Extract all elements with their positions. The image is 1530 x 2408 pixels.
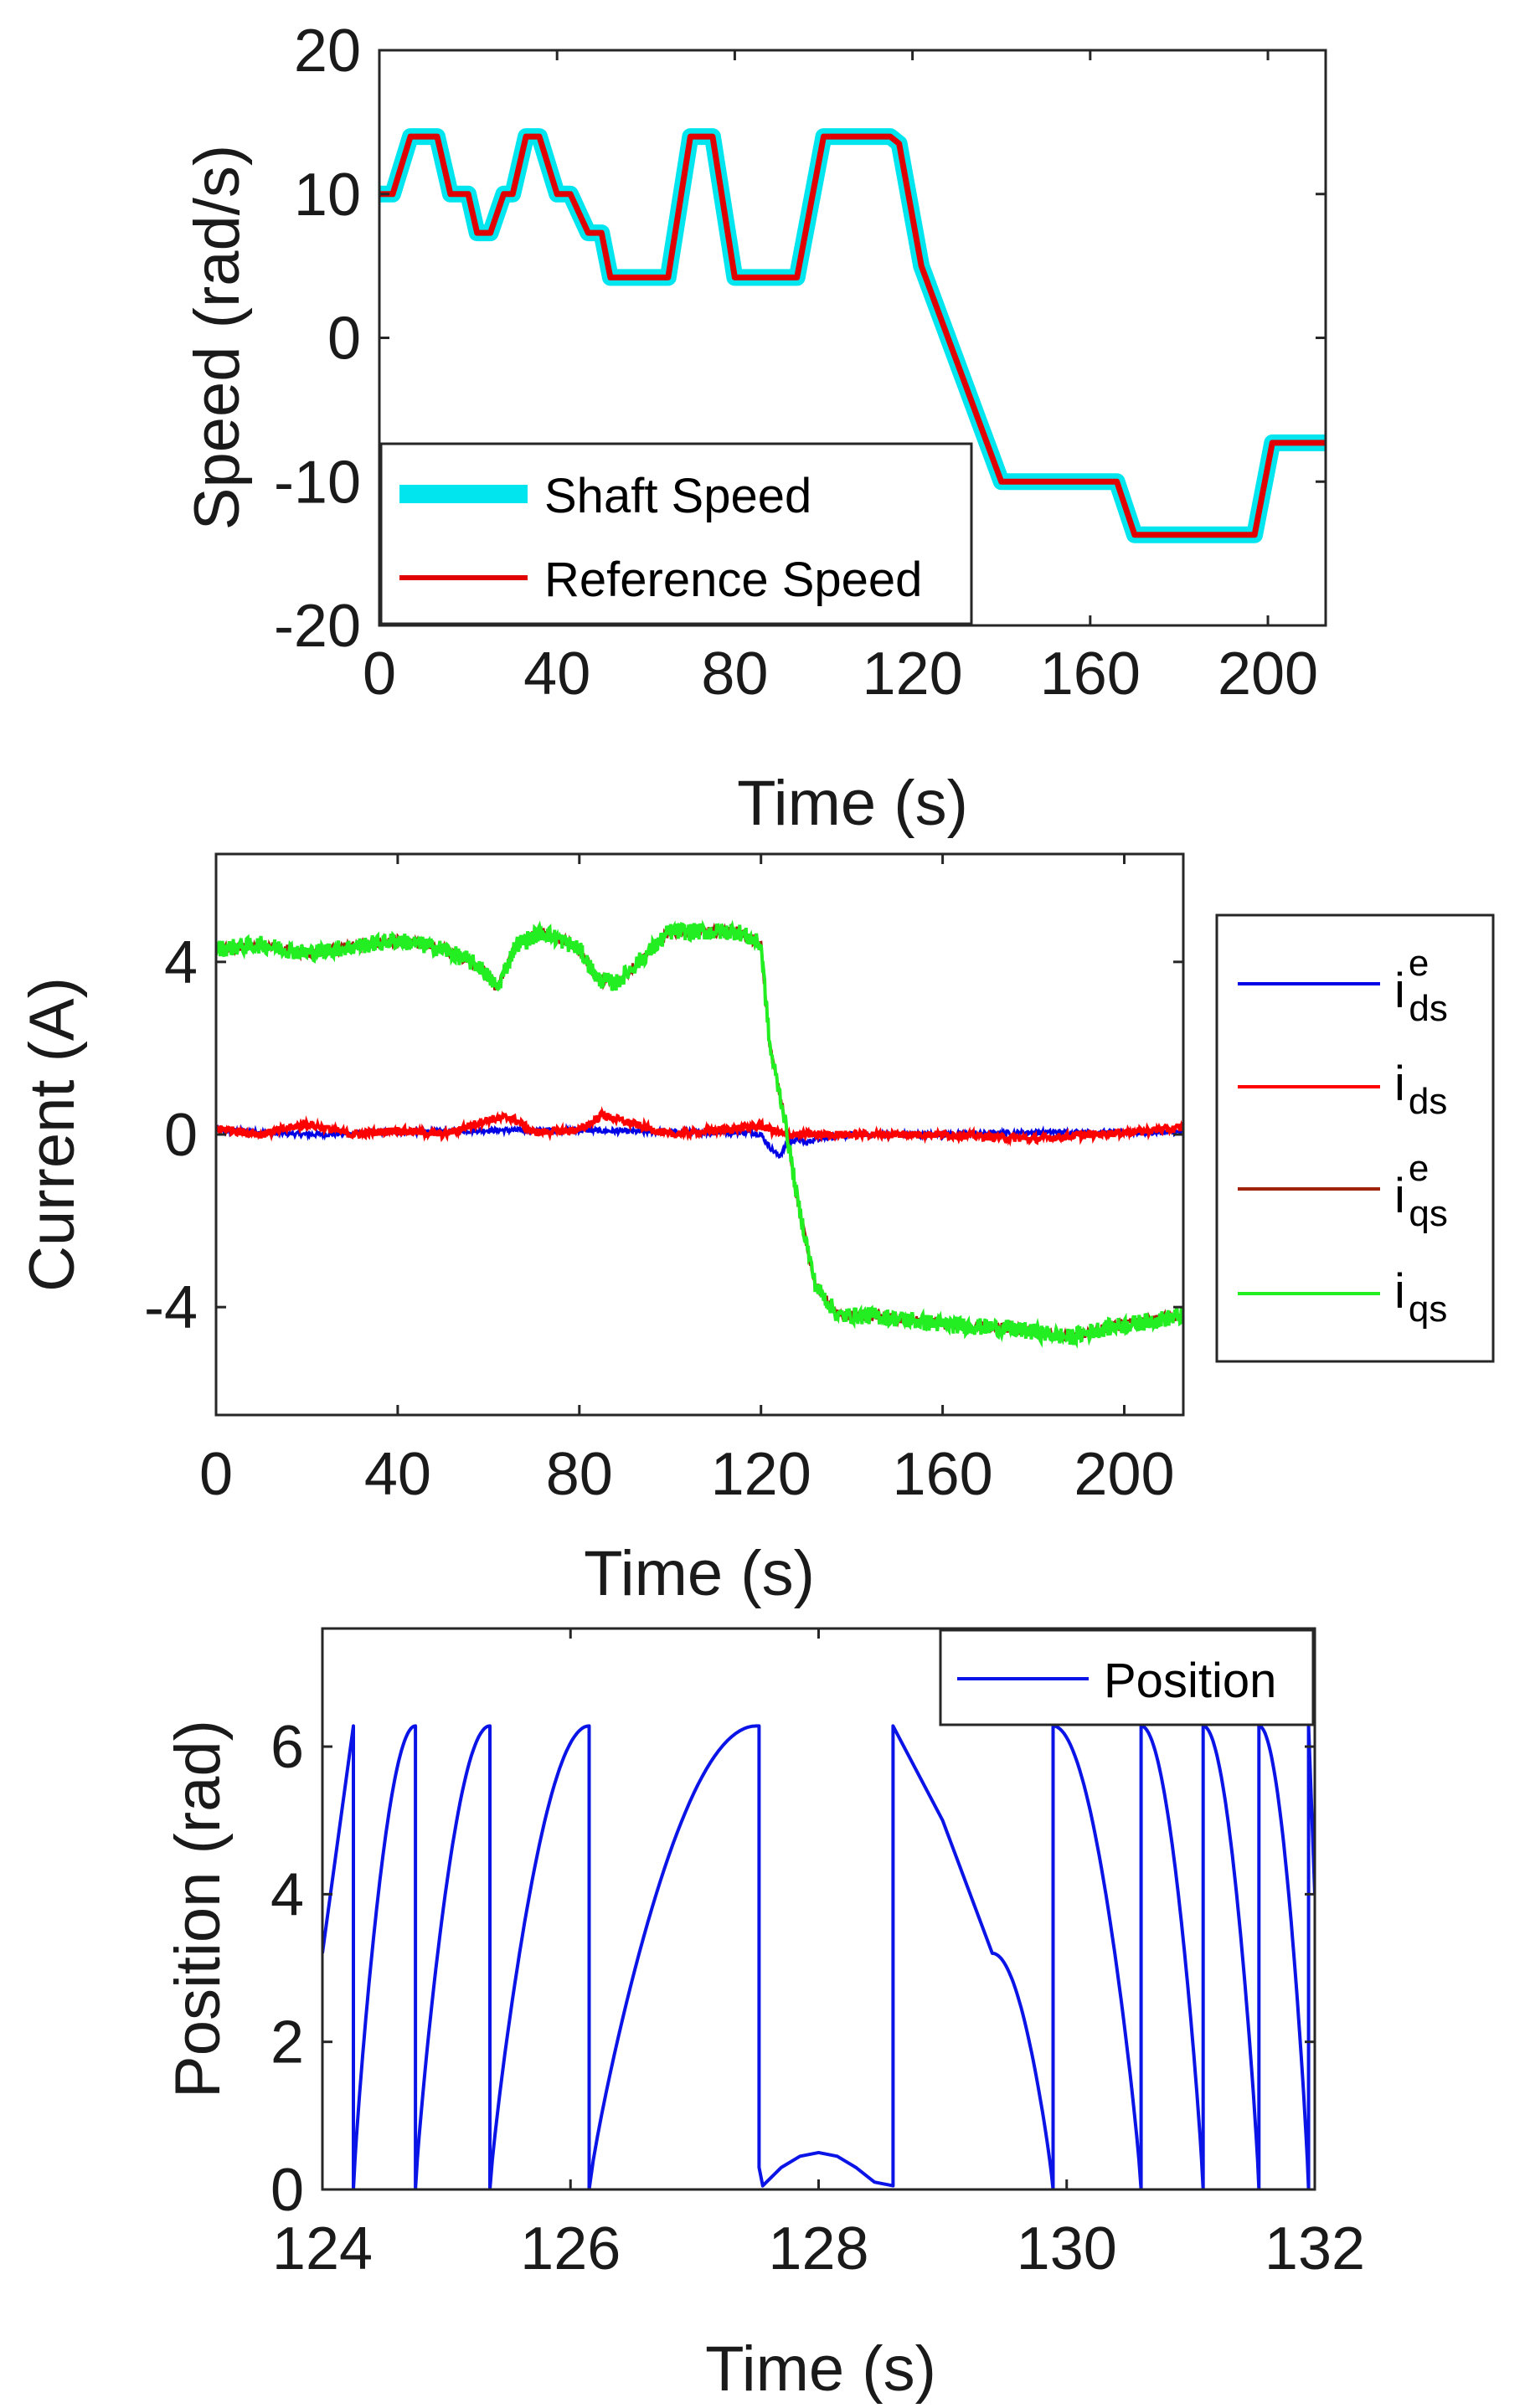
position-series (322, 1724, 1315, 2189)
y-tick-label: 4 (164, 929, 198, 996)
y-tick-label: 0 (270, 2157, 304, 2224)
y-tick-label: 20 (294, 18, 361, 85)
current-legend-entry-iqs: iqs (1238, 1264, 1447, 1330)
current-series-iqs (216, 919, 1183, 1350)
x-tick-label: 80 (701, 641, 768, 707)
legend-base: i (1394, 964, 1405, 1018)
x-tick-label: 40 (523, 641, 590, 707)
y-tick-label: 6 (270, 1714, 304, 1781)
position-legend: Position (939, 1628, 1315, 1726)
x-tick-label: 40 (364, 1441, 431, 1508)
y-tick-label: 0 (164, 1102, 198, 1169)
x-tick-label: 200 (1218, 641, 1318, 707)
position-x-ticks: 124 126 128 130 132 (272, 1628, 1365, 2282)
x-tick-label: 160 (1040, 641, 1141, 707)
current-legend-label: ie ds (1394, 943, 1448, 1029)
current-legend-entry-ids: ids (1238, 1057, 1447, 1122)
x-tick-label: 200 (1074, 1441, 1174, 1508)
speed-legend-box (379, 442, 973, 625)
y-tick-label: -4 (144, 1274, 198, 1341)
x-tick-label: 80 (546, 1441, 613, 1508)
legend-sub: qs (1409, 1193, 1447, 1234)
current-series-ids (216, 1106, 1183, 1147)
speed-chart: 0 40 80 120 160 200 -20 -10 0 10 20 Time (s) Spee… (182, 18, 1327, 839)
x-tick-label: 160 (893, 1441, 993, 1508)
legend-base: i (1394, 1057, 1405, 1111)
x-tick-label: 124 (272, 2215, 373, 2282)
legend-sub: ds (1409, 988, 1447, 1029)
current-x-axis-title: Time (s) (584, 1538, 815, 1609)
current-y-ticks: -4 0 4 (144, 929, 1183, 1341)
current-series-layer (216, 919, 1183, 1350)
x-tick-label: 120 (863, 641, 963, 707)
legend-base: i (1394, 1169, 1405, 1223)
speed-legend-label-reference: Reference Speed (544, 553, 922, 607)
legend-sup: e (1409, 1148, 1429, 1189)
current-legend-label: iqs (1394, 1264, 1447, 1330)
current-y-axis-title: Current (A) (17, 977, 88, 1292)
legend-sub: ds (1409, 1081, 1447, 1122)
speed-legend: Shaft Speed Reference Speed (379, 442, 973, 625)
speed-x-axis-title: Time (s) (737, 768, 968, 839)
x-tick-label: 132 (1265, 2215, 1365, 2282)
y-tick-label: 0 (327, 306, 361, 373)
speed-y-axis-title: Speed (rad/s) (182, 145, 253, 530)
current-legend-label: ie qs (1394, 1148, 1448, 1234)
position-series-layer (322, 1724, 1315, 2189)
y-tick-label: -20 (274, 593, 361, 660)
legend-sub: qs (1409, 1289, 1447, 1330)
y-tick-label: 10 (294, 162, 361, 229)
current-legend-label: ids (1394, 1057, 1447, 1122)
x-tick-label: 126 (520, 2215, 621, 2282)
current-chart: 0 40 80 120 160 200 -4 0 4 Time (s) Current (A)… (17, 852, 1495, 1609)
position-y-ticks: 0 2 4 6 (270, 1714, 1315, 2224)
legend-sup: e (1409, 943, 1429, 984)
speed-series-reference (379, 133, 1326, 538)
x-tick-label: 130 (1017, 2215, 1117, 2282)
speed-x-ticks: 0 40 80 120 160 200 (363, 50, 1318, 707)
x-tick-label: 0 (199, 1441, 233, 1508)
speed-y-ticks: -20 -10 0 10 20 (274, 18, 1326, 660)
current-legend-box (1215, 913, 1495, 1363)
speed-series-layer (379, 128, 1326, 543)
y-tick-label: -10 (274, 449, 361, 516)
position-y-axis-title: Position (rad) (162, 1720, 234, 2098)
position-legend-label: Position (1104, 1654, 1276, 1708)
position-x-axis-title: Time (s) (705, 2333, 936, 2405)
speed-legend-label-shaft: Shaft Speed (544, 469, 811, 523)
x-tick-label: 128 (768, 2215, 868, 2282)
legend-base: i (1394, 1264, 1405, 1319)
position-legend-box (939, 1628, 1315, 1726)
y-tick-label: 2 (270, 2009, 304, 2076)
current-legend-entry-iqs-e: ie qs (1238, 1148, 1448, 1234)
x-tick-label: 0 (363, 641, 396, 707)
current-x-ticks: 0 40 80 120 160 200 (199, 854, 1175, 1508)
current-legend-entry-ids-e: ie ds (1238, 943, 1448, 1029)
position-chart: 124 126 128 130 132 0 2 4 6 Time (s) Position (… (162, 1627, 1365, 2405)
x-tick-label: 120 (711, 1441, 811, 1508)
y-tick-label: 4 (270, 1861, 304, 1928)
current-legend: ie ds ids ie qs iqs (1215, 913, 1495, 1363)
